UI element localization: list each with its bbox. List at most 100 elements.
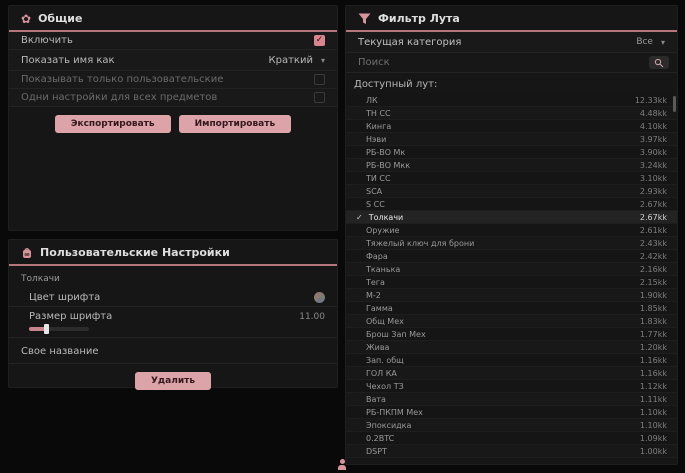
loot-item-name: Кинга <box>366 121 392 131</box>
enable-checkbox[interactable]: ✓ <box>314 35 325 46</box>
loot-item-value: 2.67kk <box>639 212 667 222</box>
loot-item-value: 4.10kk <box>639 121 667 131</box>
selected-item-name: Толкачи <box>21 274 60 284</box>
loot-row[interactable]: ✓ Жива 1.20kk <box>346 341 677 354</box>
bottom-center-marker <box>337 459 347 472</box>
font-size-row: Размер шрифта 11.00 <box>9 307 337 325</box>
loot-row[interactable]: ✓ Чехол ТЗ 1.12kk <box>346 380 677 393</box>
color-picker-icon[interactable] <box>314 292 325 303</box>
enable-label: Включить <box>21 35 73 46</box>
general-panel-header: ✿ Общие <box>9 6 337 30</box>
show-name-row: Показать имя как Краткий ▾ <box>9 50 337 71</box>
loot-row[interactable]: ✓ Кинга 4.10kk <box>346 120 677 133</box>
marker-body <box>338 465 346 470</box>
delete-button[interactable]: Удалить <box>134 372 212 390</box>
loot-row[interactable]: ✓ ЛК 12.33kk <box>346 94 677 107</box>
loot-item-name: М-2 <box>366 290 381 300</box>
show-name-select[interactable]: Краткий ▾ <box>269 55 325 66</box>
loot-item-name: ЛК <box>366 95 378 105</box>
loot-row[interactable]: ✓ РБ-ПКПМ Мех 1.10kk <box>346 406 677 419</box>
loot-item-value: 1.16kk <box>639 355 667 365</box>
search-icon <box>654 58 664 67</box>
loot-row[interactable]: ✓ Гамма 1.85kk <box>346 302 677 315</box>
loot-row[interactable]: ✓ SCA 2.93kk <box>346 185 677 198</box>
loot-row[interactable]: ✓ Общ Мех 1.83kk <box>346 315 677 328</box>
custom-name-row: Свое название <box>9 338 337 364</box>
loot-item-name: Оружие <box>366 225 400 235</box>
loot-item-name: Тяжелый ключ для брони <box>366 238 475 248</box>
search-input[interactable] <box>358 57 649 68</box>
loot-item-value: 3.97kk <box>639 134 667 144</box>
funnel-icon <box>358 13 371 25</box>
loot-item-name: ТИ СС <box>366 173 391 183</box>
loot-item-value: 2.61kk <box>639 225 667 235</box>
loot-row[interactable]: ✓ ТИ СС 3.10kk <box>346 172 677 185</box>
slider-fill <box>29 327 46 331</box>
same-settings-checkbox[interactable] <box>314 92 325 103</box>
loot-row[interactable]: ✓ Зап. общ 1.16kk <box>346 354 677 367</box>
loot-item-name: Фара <box>366 251 388 261</box>
loot-item-name: РБ-ПКПМ Мех <box>366 407 423 417</box>
loot-item-value: 1.10kk <box>639 407 667 417</box>
loot-row[interactable]: ✓ Вата 1.11kk <box>346 393 677 406</box>
loot-item-name: Эпоксидка <box>366 420 412 430</box>
loot-row[interactable]: ✓ Толкачи 2.67kk <box>346 211 677 224</box>
import-button[interactable]: Импортировать <box>178 115 292 133</box>
only-custom-checkbox[interactable] <box>314 74 325 85</box>
loot-panel-title: Фильтр Лута <box>378 12 460 25</box>
loot-item-value: 1.12kk <box>639 381 667 391</box>
category-label: Текущая категория <box>358 36 462 48</box>
loot-item-value: 1.83kk <box>639 316 667 326</box>
slider-handle[interactable] <box>44 324 49 334</box>
panel-underline <box>9 30 337 32</box>
font-size-label: Размер шрифта <box>29 311 113 322</box>
loot-list: ✓ ЛК 12.33kk ✓ ТН СС 4.48kk ✓ Кинга 4.10… <box>346 94 677 458</box>
loot-item-value: 2.43kk <box>639 238 667 248</box>
loot-row[interactable]: ✓ Тяжелый ключ для брони 2.43kk <box>346 237 677 250</box>
export-button[interactable]: Экспортировать <box>54 115 171 133</box>
loot-row[interactable]: ✓ РБ-ВО Мк 3.90kk <box>346 146 677 159</box>
delete-row: Удалить <box>9 364 337 390</box>
loot-row[interactable]: ✓ Брош Зап Мех 1.77kk <box>346 328 677 341</box>
loot-row[interactable]: ✓ 0.2BTC 1.09kk <box>346 432 677 445</box>
loot-item-value: 1.11kk <box>639 394 667 404</box>
loot-row[interactable]: ✓ ТН СС 4.48kk <box>346 107 677 120</box>
loot-row[interactable]: ✓ Тканька 2.16kk <box>346 263 677 276</box>
loot-item-value: 2.42kk <box>639 251 667 261</box>
loot-panel-header: Фильтр Лута <box>346 6 677 30</box>
font-size-slider-row <box>9 324 337 338</box>
loot-item-value: 2.67kk <box>639 199 667 209</box>
search-button[interactable] <box>649 56 669 69</box>
panel-underline <box>346 30 677 32</box>
loot-row[interactable]: ✓ Фара 2.42kk <box>346 250 677 263</box>
loot-row[interactable]: ✓ Эпоксидка 1.10kk <box>346 419 677 432</box>
loot-item-name: Нэви <box>366 134 387 144</box>
font-size-slider[interactable] <box>29 324 89 334</box>
loot-row[interactable]: ✓ Тега 2.15kk <box>346 276 677 289</box>
loot-item-value: 1.85kk <box>639 303 667 313</box>
loot-item-value: 1.20kk <box>639 342 667 352</box>
loot-item-name: Жива <box>366 342 390 352</box>
scrollbar-thumb[interactable] <box>673 96 676 112</box>
category-select[interactable]: Все ▾ <box>636 37 665 47</box>
loot-item-name: DSPT <box>366 446 387 456</box>
general-settings-panel: ✿ Общие Включить ✓ Показать имя как Крат… <box>8 5 338 231</box>
enable-row: Включить ✓ <box>9 32 337 50</box>
category-row: Текущая категория Все ▾ <box>346 32 677 53</box>
loot-row[interactable]: ✓ М-2 1.90kk <box>346 289 677 302</box>
loot-row[interactable]: ✓ Нэви 3.97kk <box>346 133 677 146</box>
loot-row[interactable]: ✓ DSPT 1.00kk <box>346 445 677 458</box>
marker-head <box>339 459 345 464</box>
category-value: Все <box>636 37 653 47</box>
loot-item-value: 1.00kk <box>639 446 667 456</box>
gear-icon: ✿ <box>21 11 32 26</box>
loot-item-value: 1.16kk <box>639 368 667 378</box>
loot-row[interactable]: ✓ РБ-ВО Мкк 3.24kk <box>346 159 677 172</box>
loot-row[interactable]: ✓ Оружие 2.61kk <box>346 224 677 237</box>
loot-item-name: S СС <box>366 199 385 209</box>
loot-row[interactable]: ✓ ГОЛ КА 1.16kk <box>346 367 677 380</box>
chevron-down-icon: ▾ <box>320 55 325 65</box>
custom-name-input[interactable] <box>106 346 325 357</box>
only-custom-row: Показывать только пользовательские <box>9 71 337 89</box>
loot-row[interactable]: ✓ S СС 2.67kk <box>346 198 677 211</box>
